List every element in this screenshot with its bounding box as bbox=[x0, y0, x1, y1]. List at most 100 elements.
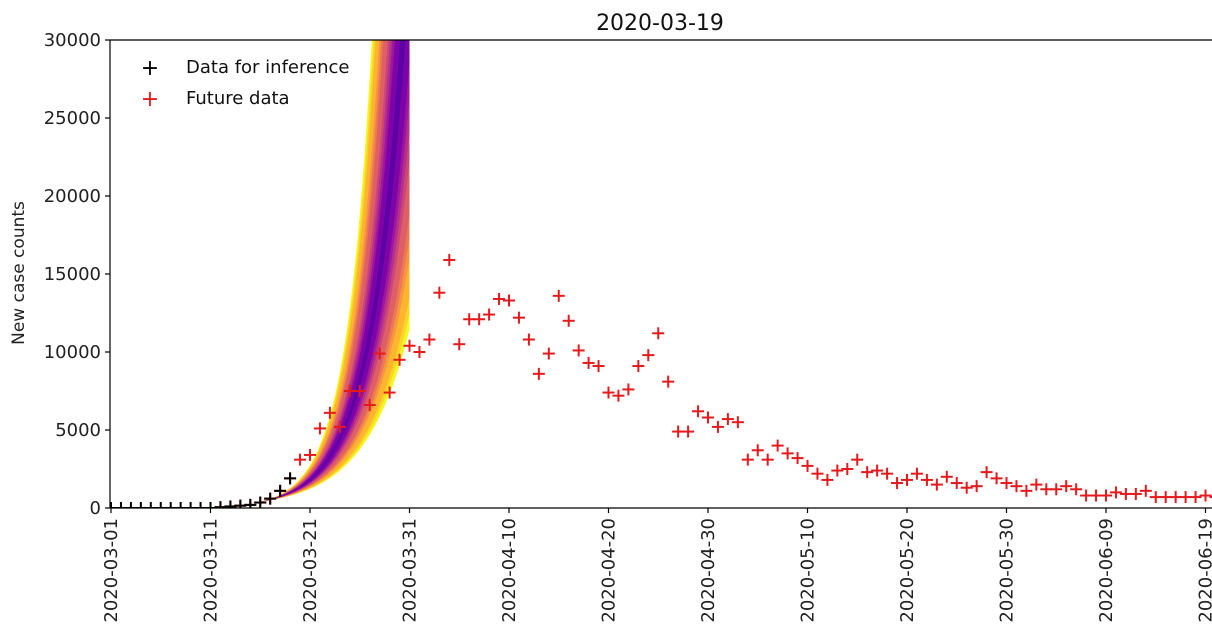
data-point bbox=[1060, 480, 1073, 493]
data-points bbox=[110, 253, 1212, 508]
data-point bbox=[781, 447, 794, 460]
x-tick-label: 2020-05-30 bbox=[997, 518, 1018, 623]
data-point bbox=[562, 314, 575, 327]
data-point bbox=[751, 444, 764, 457]
legend-label-future: Future data bbox=[186, 88, 290, 109]
data-point bbox=[1139, 484, 1152, 497]
y-axis-label: New case counts bbox=[9, 201, 29, 345]
chart-title: 2020-03-19 bbox=[596, 11, 724, 36]
x-tick-label: 2020-03-11 bbox=[201, 518, 222, 623]
x-tick-label: 2020-03-21 bbox=[300, 518, 321, 623]
data-point bbox=[453, 338, 466, 351]
x-tick-label: 2020-06-19 bbox=[1196, 518, 1212, 623]
data-point bbox=[692, 405, 705, 418]
data-point bbox=[473, 313, 486, 326]
data-point bbox=[901, 473, 913, 486]
data-point bbox=[244, 498, 257, 508]
x-tick-label: 2020-05-20 bbox=[897, 518, 918, 623]
data-point bbox=[652, 327, 665, 340]
data-point bbox=[443, 253, 456, 266]
data-point bbox=[383, 386, 396, 399]
data-point bbox=[950, 477, 963, 490]
data-point bbox=[821, 473, 834, 486]
data-point bbox=[110, 502, 117, 508]
data-point bbox=[970, 480, 983, 493]
data-point bbox=[483, 308, 496, 321]
data-point bbox=[702, 411, 714, 424]
data-point bbox=[910, 467, 923, 480]
x-tick-label: 2020-05-10 bbox=[798, 518, 819, 623]
x-tick-label: 2020-03-01 bbox=[101, 518, 122, 623]
x-tick-label: 2020-04-20 bbox=[599, 518, 620, 623]
data-point bbox=[871, 464, 884, 477]
axes: 0 5000 10000 15000 20000 25000 30000 2020-03-01… bbox=[44, 30, 1212, 623]
data-point bbox=[503, 294, 515, 307]
data-point bbox=[632, 360, 645, 373]
data-point bbox=[1100, 489, 1112, 502]
data-point bbox=[881, 467, 894, 480]
x-tick-label: 2020-04-30 bbox=[698, 518, 719, 623]
data-point bbox=[1050, 483, 1063, 496]
data-point bbox=[294, 453, 307, 466]
data-point bbox=[542, 347, 555, 360]
data-point bbox=[582, 356, 595, 369]
data-point bbox=[1109, 486, 1122, 499]
data-point bbox=[194, 502, 207, 508]
data-point bbox=[393, 353, 406, 366]
data-point bbox=[1000, 477, 1013, 490]
data-point bbox=[373, 347, 386, 360]
y-tick-label: 15000 bbox=[44, 264, 101, 285]
data-point bbox=[1030, 478, 1043, 491]
y-tick-label: 10000 bbox=[44, 342, 101, 363]
data-point bbox=[522, 333, 535, 346]
y-tick-label: 0 bbox=[90, 498, 101, 519]
data-point bbox=[572, 344, 585, 357]
data-point bbox=[144, 502, 157, 508]
data-point bbox=[552, 289, 565, 302]
data-point bbox=[304, 448, 316, 461]
data-point bbox=[134, 502, 147, 508]
data-point bbox=[592, 360, 605, 373]
data-point bbox=[154, 502, 167, 508]
x-tick-label: 2020-04-10 bbox=[499, 518, 520, 623]
data-point bbox=[682, 425, 695, 438]
data-point bbox=[861, 466, 874, 479]
data-point bbox=[284, 472, 297, 485]
data-point bbox=[960, 481, 973, 494]
data-point bbox=[174, 502, 187, 508]
data-point bbox=[164, 502, 177, 508]
data-point bbox=[493, 292, 506, 305]
data-point bbox=[602, 386, 615, 399]
data-point bbox=[741, 453, 754, 466]
legend: + Data for inference + Future data bbox=[141, 56, 350, 112]
data-point bbox=[930, 478, 943, 491]
data-point bbox=[791, 452, 804, 465]
data-point bbox=[1129, 487, 1142, 500]
data-point bbox=[891, 477, 904, 490]
data-point bbox=[274, 484, 287, 497]
data-point bbox=[731, 416, 744, 429]
data-point bbox=[711, 420, 724, 433]
y-tick-label: 20000 bbox=[44, 186, 101, 207]
data-point bbox=[831, 464, 844, 477]
data-point bbox=[323, 406, 336, 419]
data-point bbox=[1020, 484, 1033, 497]
data-point bbox=[363, 399, 376, 412]
data-point bbox=[413, 346, 426, 358]
data-point bbox=[1199, 489, 1212, 502]
data-point bbox=[1189, 491, 1202, 504]
y-tick-label: 5000 bbox=[55, 420, 101, 441]
legend-marker-inference: + bbox=[141, 56, 159, 81]
data-point bbox=[980, 466, 993, 479]
data-point bbox=[662, 375, 675, 388]
data-point bbox=[433, 286, 446, 299]
data-point bbox=[124, 502, 137, 508]
forecast-band-level bbox=[260, 40, 410, 502]
data-point bbox=[612, 389, 625, 402]
legend-marker-future: + bbox=[141, 87, 159, 112]
data-point bbox=[264, 492, 277, 505]
forecast-band bbox=[260, 40, 410, 502]
data-point bbox=[1070, 483, 1083, 496]
data-point bbox=[512, 311, 525, 324]
data-point bbox=[920, 473, 933, 486]
